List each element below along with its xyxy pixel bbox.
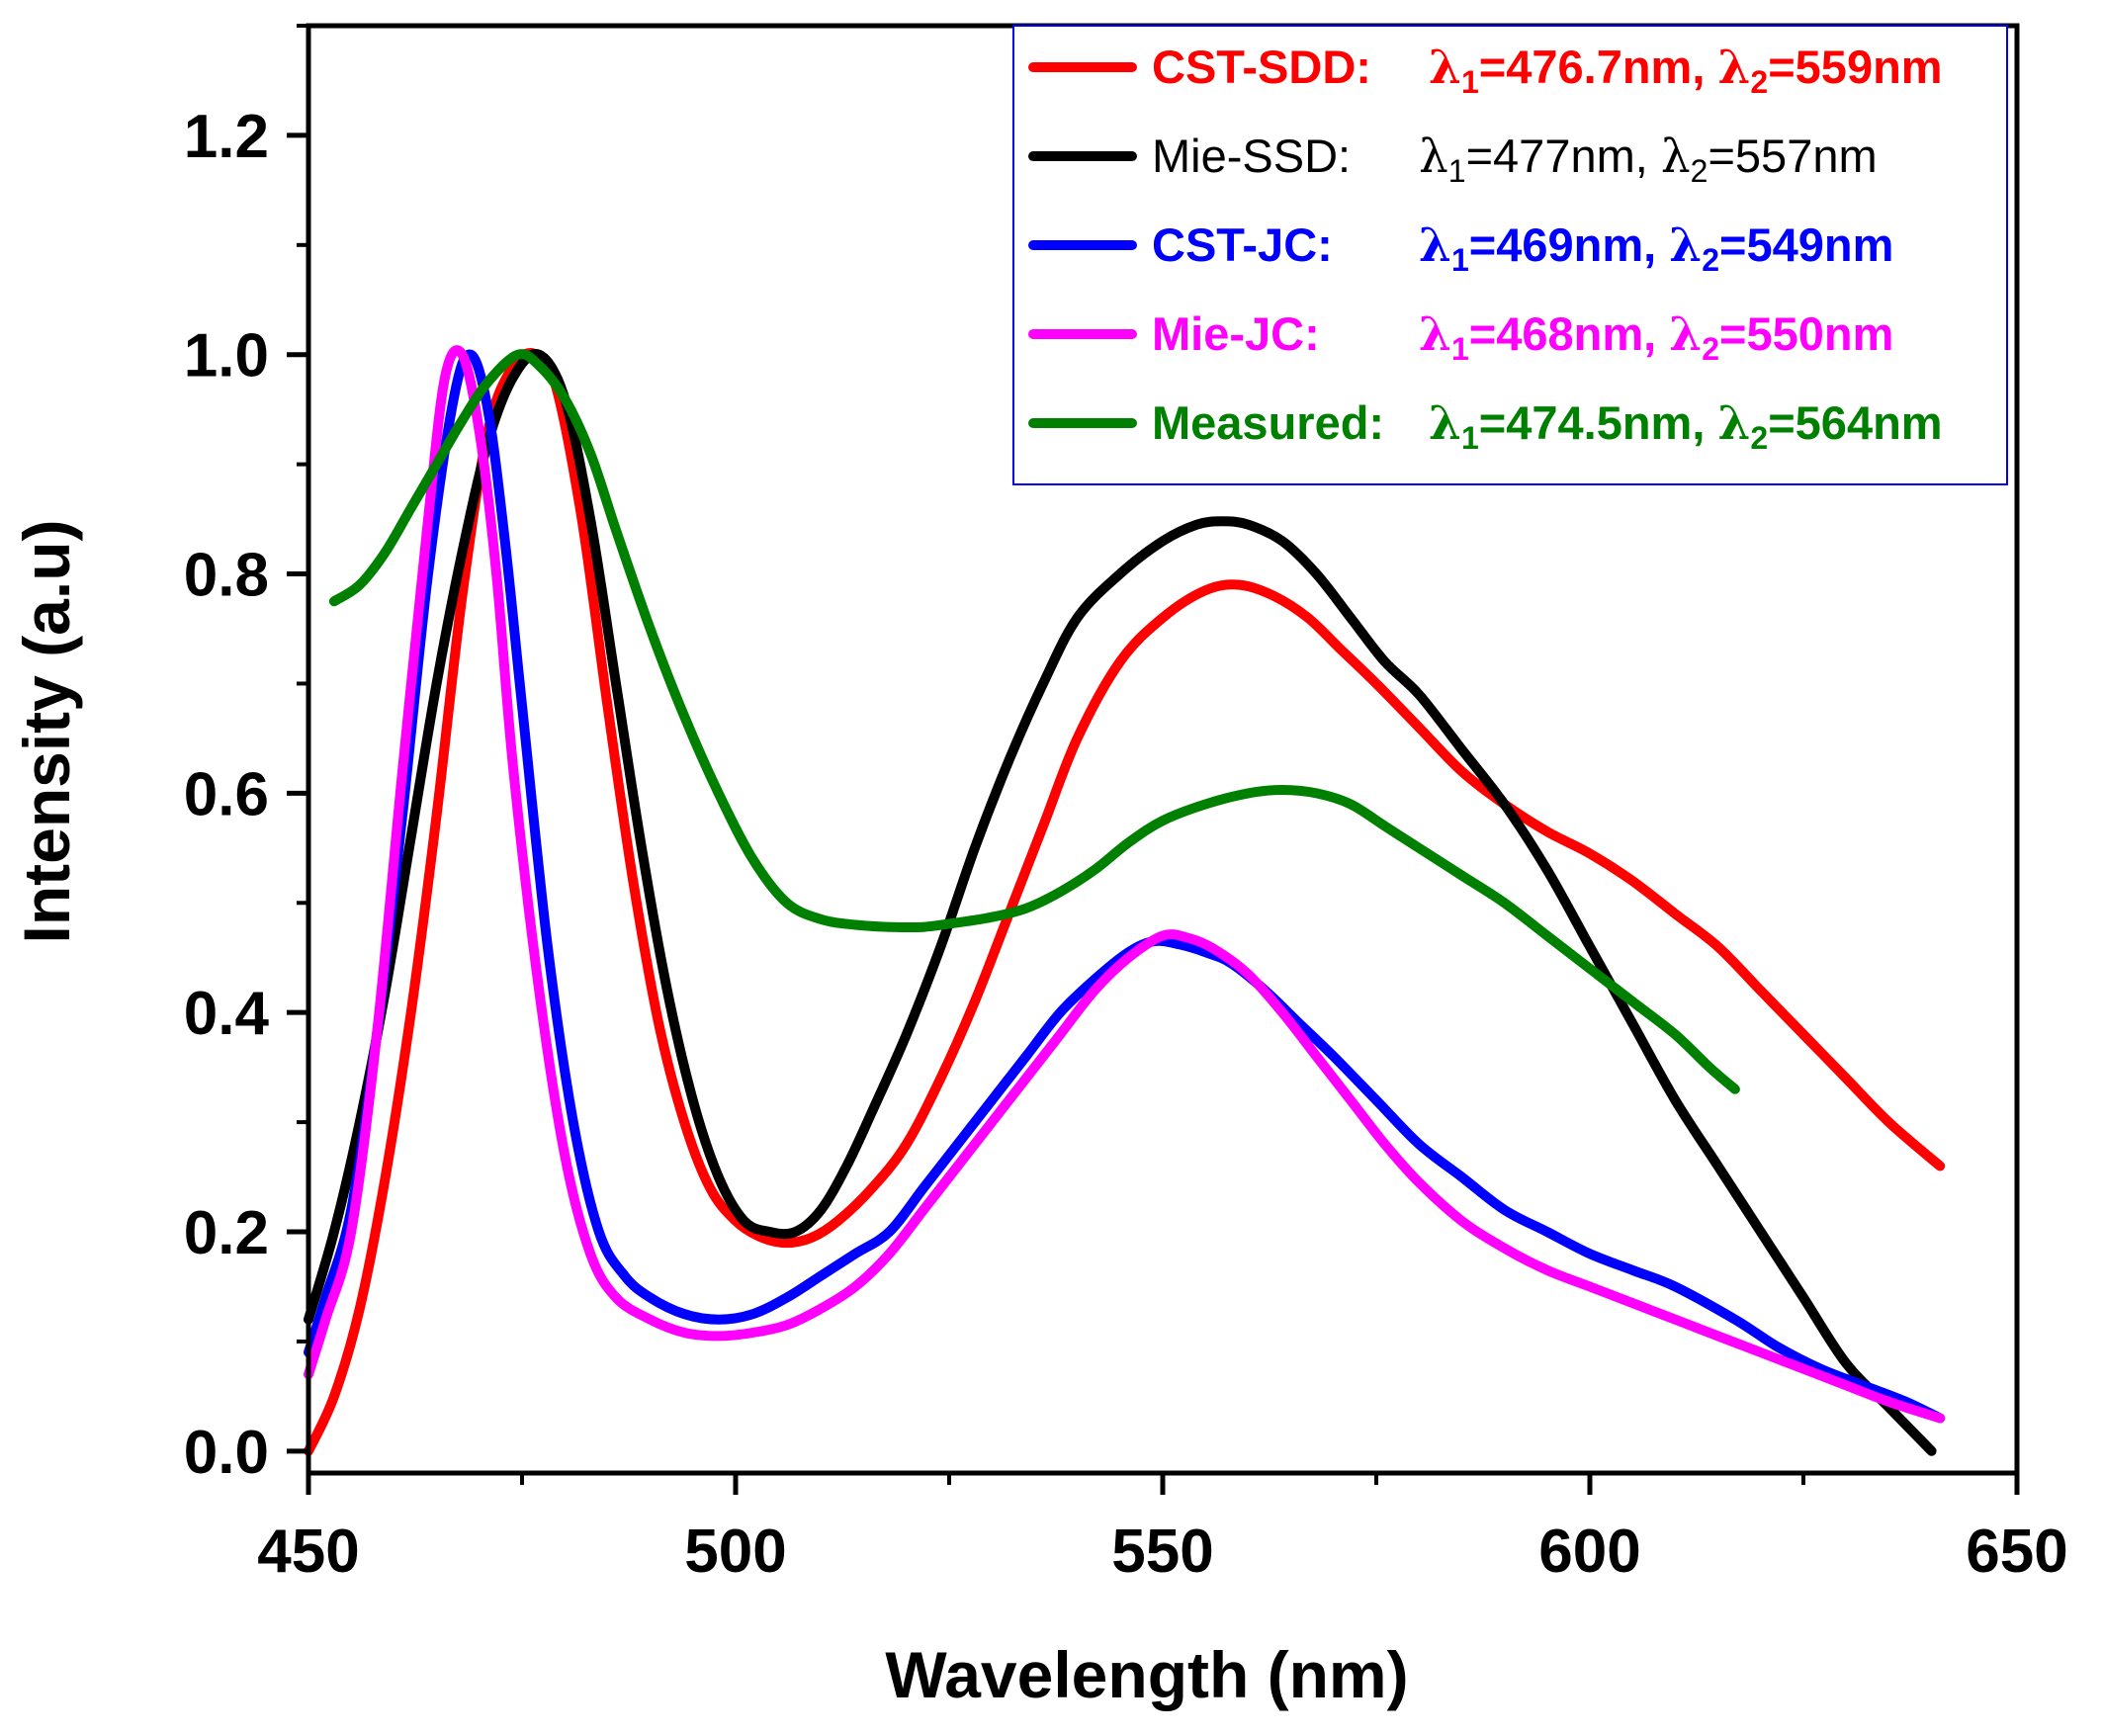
- x-tick-label: 600: [1538, 1518, 1640, 1586]
- y-tick-label: 0.6: [184, 760, 269, 828]
- legend-values-cst-sdd: λ1=476.7nm, λ2=559nm: [1429, 41, 1943, 100]
- legend-label-cst-jc: CST-JC:: [1152, 218, 1333, 271]
- y-tick-label: 1.0: [184, 322, 269, 391]
- y-tick-label: 0.4: [184, 980, 270, 1048]
- series-line-cst-sdd: [304, 348, 1946, 1456]
- y-axis: 0.0 0.2 0.4 0.6 0.8 1.0 1.2: [184, 24, 308, 1487]
- series-line-measured: [328, 349, 1740, 1094]
- legend-label-mie-ssd: Mie-SSD:: [1152, 130, 1351, 182]
- legend-values-mie-ssd: λ1=477nm, λ2=557nm: [1419, 130, 1878, 189]
- y-tick-label: 1.2: [184, 103, 269, 171]
- y-tick-label: 0.8: [184, 542, 269, 610]
- plot-lines: [304, 345, 1946, 1456]
- legend-box: [1012, 25, 2008, 485]
- legend-values-mie-jc: λ1=468nm, λ2=550nm: [1419, 307, 1893, 367]
- legend-label-cst-sdd: CST-SDD:: [1152, 41, 1371, 93]
- legend-label-mie-jc: Mie-JC:: [1152, 307, 1320, 360]
- series-line-mie-jc: [304, 345, 1946, 1424]
- x-axis-title: Wavelength (nm): [885, 1638, 1408, 1711]
- y-tick-label: 0.0: [184, 1419, 269, 1487]
- legend-values-measured: λ1=474.5nm, λ2=564nm: [1429, 396, 1943, 456]
- y-tick-label: 0.2: [184, 1199, 269, 1267]
- x-tick-label: 500: [684, 1518, 786, 1586]
- legend-values-cst-jc: λ1=469nm, λ2=549nm: [1419, 218, 1893, 278]
- x-axis: 450 500 550 600 650: [257, 1473, 2068, 1586]
- x-tick-label: 450: [257, 1518, 359, 1586]
- series-line-cst-jc: [304, 349, 1946, 1424]
- x-tick-label: 550: [1111, 1518, 1213, 1586]
- y-axis-title: Intensity (a.u): [10, 519, 83, 943]
- legend: CST-SDD: λ1=476.7nm, λ2=559nm Mie-SSD: λ1=4…: [1012, 25, 2008, 485]
- legend-label-measured: Measured:: [1152, 396, 1384, 449]
- x-tick-label: 650: [1966, 1518, 2067, 1586]
- series-line-mie-ssd: [304, 349, 1937, 1456]
